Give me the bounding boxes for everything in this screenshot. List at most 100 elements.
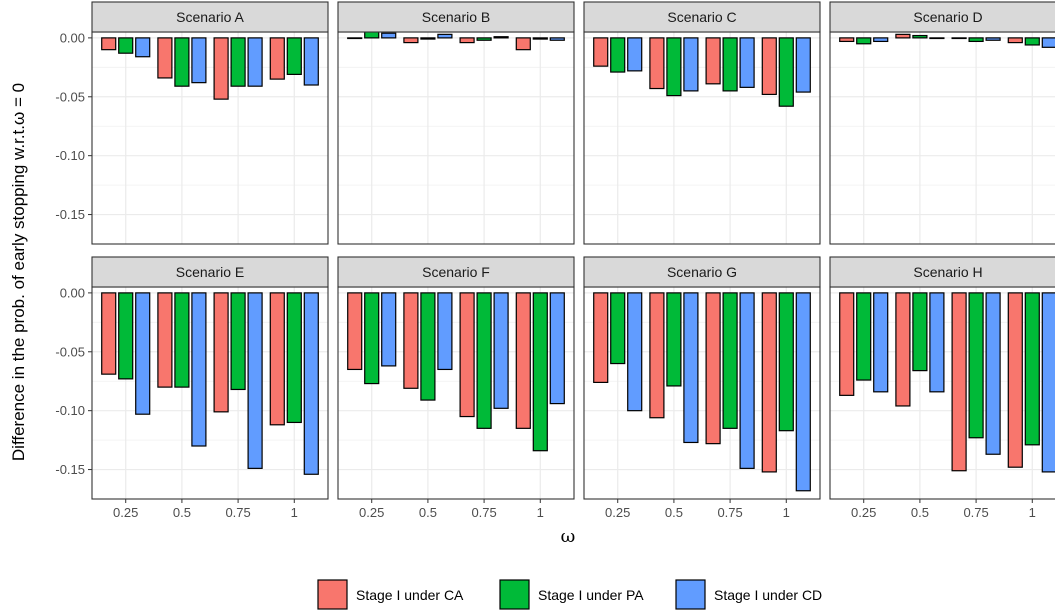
panel-scenario-h: Scenario H: [829, 256, 1055, 500]
bar-scenario-h-stage-i-under-ca-0.25: [839, 292, 855, 396]
bar-scenario-e-stage-i-under-cd-0.5: [191, 292, 207, 447]
bar-scenario-a-stage-i-under-cd-0.75: [247, 37, 263, 87]
bar-scenario-a-stage-i-under-cd-1: [303, 37, 319, 86]
bar-scenario-g-stage-i-under-pa-0.5: [666, 292, 682, 387]
bar-scenario-c-stage-i-under-ca-1: [761, 37, 777, 96]
bar-scenario-b-stage-i-under-cd-1: [549, 37, 565, 41]
bar-scenario-g-stage-i-under-cd-1: [795, 292, 811, 492]
bar-scenario-f-stage-i-under-pa-0.75: [476, 292, 492, 429]
panel-scenario-g: Scenario G: [583, 256, 821, 500]
x-tick-label: 0.75: [717, 505, 742, 520]
bar-scenario-d-stage-i-under-cd-0.75: [985, 37, 1001, 41]
bar-scenario-b-stage-i-under-cd-0.25: [381, 32, 397, 39]
x-tick-label: 1: [783, 505, 790, 520]
bar-scenario-g-stage-i-under-ca-0.75: [705, 292, 721, 445]
x-tick-label: 0.5: [665, 505, 683, 520]
bar-scenario-a-stage-i-under-pa-1: [286, 37, 302, 76]
x-tick-label: 0.75: [471, 505, 496, 520]
y-tick-label: -0.15: [55, 462, 85, 477]
bar-scenario-d-stage-i-under-pa-1: [1024, 37, 1040, 46]
x-tick-label: 1: [291, 505, 298, 520]
bar-scenario-d-stage-i-under-ca-0.5: [895, 33, 911, 39]
bar-scenario-d-stage-i-under-pa-0.25: [856, 37, 872, 45]
strip-label: Scenario H: [913, 264, 982, 280]
bar-scenario-c-stage-i-under-ca-0.75: [705, 37, 721, 85]
x-tick-label: 0.25: [851, 505, 876, 520]
y-axes: 0.00 -0.05 -0.10 -0.15 0.00 -0.05 -0.10 -0.15: [55, 30, 92, 477]
panel-scenario-b: Scenario B: [337, 1, 575, 245]
strip-background: [91, 1, 329, 33]
legend-key-stage-i-under-ca: [317, 579, 348, 610]
x-tick-label: 0.25: [605, 505, 630, 520]
bar-scenario-b-stage-i-under-ca-0.25: [347, 37, 363, 40]
bar-scenario-c-stage-i-under-pa-0.75: [722, 37, 738, 92]
panel-scenario-f: Scenario F: [337, 256, 575, 500]
bar-scenario-e-stage-i-under-pa-0.25: [118, 292, 134, 380]
strip-label: Scenario D: [913, 9, 982, 25]
bar-scenario-c-stage-i-under-cd-0.25: [627, 37, 643, 72]
bar-scenario-f-stage-i-under-ca-0.25: [347, 292, 363, 371]
x-tick-label: 0.75: [963, 505, 988, 520]
strip-background: [829, 1, 1055, 33]
bar-scenario-d-stage-i-under-pa-0.5: [912, 34, 928, 39]
y-tick-label: 0.00: [60, 30, 85, 45]
bar-scenario-b-stage-i-under-cd-0.5: [437, 33, 453, 39]
y-tick-label: -0.10: [55, 403, 85, 418]
legend-label-stage-i-under-ca: Stage I under CA: [356, 587, 464, 603]
bar-scenario-f-stage-i-under-pa-0.5: [420, 292, 436, 401]
bar-scenario-h-stage-i-under-pa-0.25: [856, 292, 872, 381]
bar-scenario-e-stage-i-under-cd-0.25: [135, 292, 151, 415]
y-tick-label: -0.15: [55, 207, 85, 222]
bar-scenario-g-stage-i-under-cd-0.25: [627, 292, 643, 412]
bar-scenario-d-stage-i-under-ca-1: [1007, 37, 1023, 44]
bar-scenario-a-stage-i-under-pa-0.75: [230, 37, 246, 87]
strip-label: Scenario C: [667, 9, 736, 25]
bar-scenario-a-stage-i-under-ca-0.25: [101, 37, 117, 51]
bar-scenario-g-stage-i-under-ca-0.5: [649, 292, 665, 419]
bar-scenario-f-stage-i-under-ca-1: [515, 292, 531, 429]
bar-scenario-a-stage-i-under-ca-1: [269, 37, 285, 80]
bar-scenario-h-stage-i-under-cd-0.25: [873, 292, 889, 393]
bar-scenario-d-stage-i-under-ca-0.75: [951, 37, 967, 40]
bar-scenario-h-stage-i-under-ca-0.75: [951, 292, 967, 472]
bar-scenario-d-stage-i-under-cd-1: [1041, 37, 1055, 48]
strip-background: [829, 256, 1055, 288]
bar-scenario-a-stage-i-under-ca-0.75: [213, 37, 229, 100]
bar-scenario-e-stage-i-under-pa-0.75: [230, 292, 246, 391]
panel-scenario-a: Scenario A: [91, 1, 329, 245]
panel-scenario-e: Scenario E: [91, 256, 329, 500]
bar-scenario-d-stage-i-under-cd-0.5: [929, 37, 945, 40]
bar-scenario-e-stage-i-under-pa-0.5: [174, 292, 190, 388]
x-axes: 0.25 0.5 0.75 1 0.25 0.5 0.75 1 0.25 0.5 0.75 1 0.25…: [113, 499, 1036, 520]
strip-label: Scenario F: [422, 264, 490, 280]
legend-key-stage-i-under-cd: [675, 579, 706, 610]
bar-scenario-g-stage-i-under-pa-0.75: [722, 292, 738, 429]
bar-scenario-b-stage-i-under-ca-1: [515, 37, 531, 51]
bar-scenario-e-stage-i-under-ca-0.25: [101, 292, 117, 375]
bar-scenario-e-stage-i-under-ca-0.75: [213, 292, 229, 413]
bar-scenario-c-stage-i-under-cd-0.75: [739, 37, 755, 88]
strip-background: [337, 1, 575, 33]
y-tick-label: -0.10: [55, 148, 85, 163]
bar-scenario-e-stage-i-under-cd-0.75: [247, 292, 263, 469]
panel-scenario-d: Scenario D: [829, 1, 1055, 245]
bar-scenario-a-stage-i-under-pa-0.25: [118, 37, 134, 54]
strip-label: Scenario E: [176, 264, 244, 280]
bar-scenario-b-stage-i-under-ca-0.5: [403, 37, 419, 44]
bar-scenario-h-stage-i-under-cd-1: [1041, 292, 1055, 473]
bar-scenario-h-stage-i-under-cd-0.5: [929, 292, 945, 393]
strip-background: [583, 1, 821, 33]
bar-scenario-f-stage-i-under-cd-1: [549, 292, 565, 405]
bar-scenario-e-stage-i-under-ca-1: [269, 292, 285, 426]
bar-scenario-d-stage-i-under-pa-0.75: [968, 37, 984, 43]
bar-scenario-g-stage-i-under-cd-0.5: [683, 292, 699, 444]
bar-scenario-h-stage-i-under-ca-1: [1007, 292, 1023, 468]
bar-scenario-a-stage-i-under-cd-0.25: [135, 37, 151, 58]
bar-scenario-b-stage-i-under-pa-0.75: [476, 37, 492, 41]
strip-background: [91, 256, 329, 288]
x-tick-label: 0.5: [173, 505, 191, 520]
y-tick-label: -0.05: [55, 89, 85, 104]
legend-label-stage-i-under-cd: Stage I under CD: [714, 587, 822, 603]
legend: Stage I under CA Stage I under PA Stage I …: [317, 579, 822, 610]
